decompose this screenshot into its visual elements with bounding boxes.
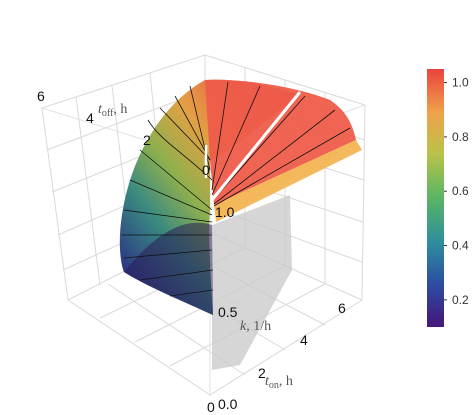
colorbar-gradient <box>427 69 444 327</box>
colorbar-tick-label: 0.4 <box>452 239 469 253</box>
tick-t-on-6: 6 <box>338 300 346 316</box>
colorbar-tick-label: 0.6 <box>452 184 469 198</box>
tick-t-on-2: 2 <box>258 365 266 381</box>
axis-t-on-ticks: 0 2 4 6 <box>207 300 346 415</box>
tick-t-off-4: 4 <box>86 110 94 126</box>
axis-label-t-off: toff, h <box>98 102 127 119</box>
tick-t-on-4: 4 <box>300 332 308 348</box>
shadow-projection <box>212 195 292 370</box>
tick-t-off-6: 6 <box>37 88 45 104</box>
colorbar: 0.2 0.4 0.6 0.8 1.0 <box>427 69 469 327</box>
tick-t-on-0: 0 <box>207 399 215 415</box>
colorbar-tick-label: 1.0 <box>452 76 469 90</box>
tick-k-0-0: 0.0 <box>218 396 238 412</box>
colorbar-tick-label: 0.2 <box>452 293 469 307</box>
surface <box>119 79 362 315</box>
tick-t-off-2: 2 <box>143 132 151 148</box>
tick-k-1-0: 1.0 <box>215 204 235 220</box>
axis-t-off-ticks: 6 4 2 <box>37 88 151 148</box>
axis-label-t-on: ton, h <box>265 374 293 391</box>
tick-origin: 0 <box>202 162 210 178</box>
colorbar-tick-label: 0.8 <box>452 130 469 144</box>
axis-k-ticks: 1.0 0.5 0.0 <box>215 204 238 412</box>
axis-label-k: k, 1/h <box>240 319 271 334</box>
tick-k-0-5: 0.5 <box>218 304 238 320</box>
colorbar-ticks: 0.2 0.4 0.6 0.8 1.0 <box>444 76 469 307</box>
